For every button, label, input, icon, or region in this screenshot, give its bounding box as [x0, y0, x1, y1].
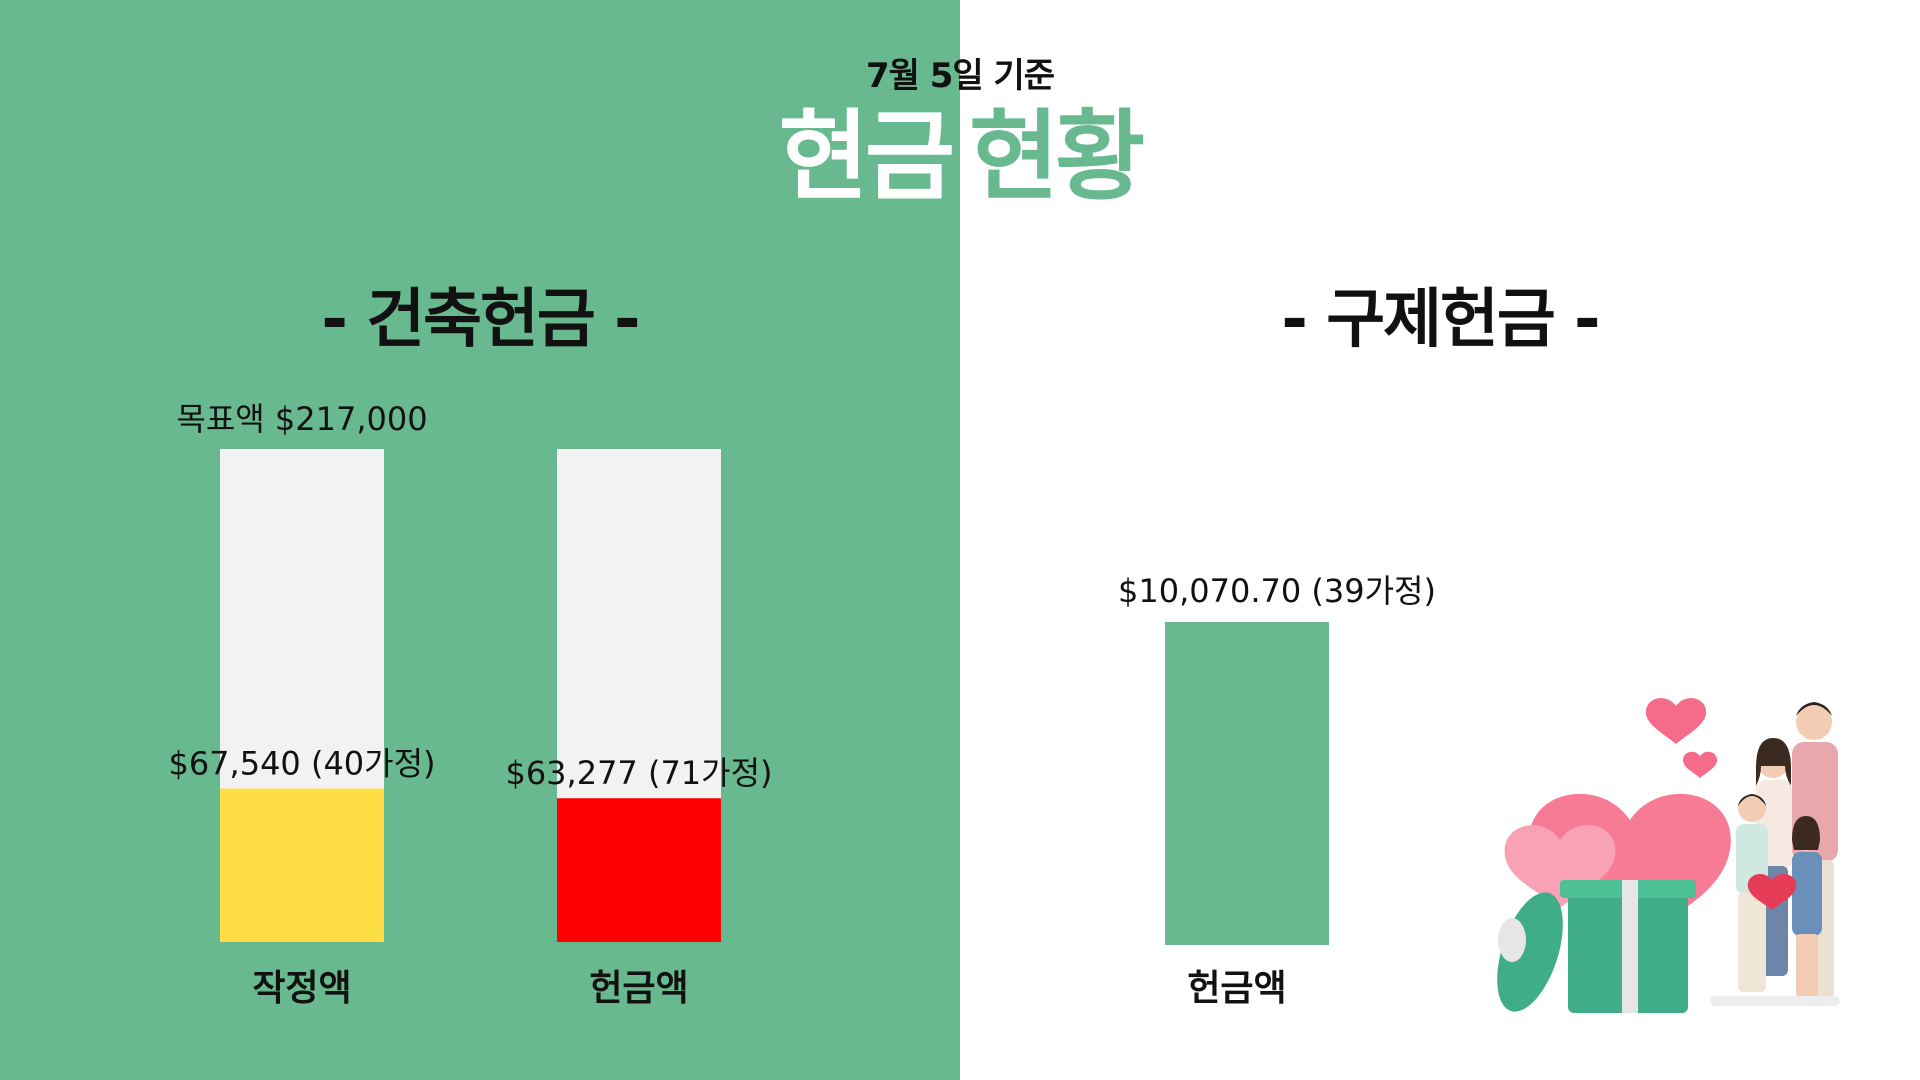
left-panel-background: [0, 0, 960, 1080]
bar-fill-1: [557, 798, 721, 942]
building-offering-chart: $67,540 (40가정) 작정액 $63,277 (71가정) 헌금액 목표액 $2…: [168, 400, 772, 1009]
small-heart-icon: [1645, 698, 1707, 744]
bar-fill-0: [220, 788, 384, 942]
boy-pants: [1738, 892, 1766, 992]
family-gift-illustration: [1497, 698, 1840, 1013]
gift-ribbon: [1622, 880, 1638, 1013]
father-hair: [1796, 702, 1832, 716]
gift-lid-bow: [1498, 918, 1526, 962]
girl-dress: [1792, 852, 1822, 936]
boy-head: [1738, 794, 1766, 822]
relief-bar: [1165, 622, 1329, 945]
girl-legs: [1796, 934, 1818, 996]
target-label: 목표액 $217,000: [176, 400, 427, 438]
relief-offering-chart: $10,070.70 (39가정) 헌금액: [1118, 572, 1436, 1009]
relief-category-label: 헌금액: [1187, 968, 1286, 1009]
held-heart-icon: [1747, 873, 1797, 910]
category-label-0: 작정액: [252, 968, 351, 1009]
page-title: 현금 현황: [0, 108, 1920, 206]
title-part-1: 현금: [778, 100, 955, 214]
girl-hair: [1792, 816, 1820, 850]
building-offering-title: - 건축헌금 -: [321, 283, 640, 357]
father-head: [1796, 704, 1832, 740]
relief-value-label: $10,070.70 (39가정): [1118, 572, 1436, 610]
mother-hair: [1756, 738, 1791, 786]
tiny-heart-icon: [1682, 751, 1718, 778]
category-label-1: 헌금액: [589, 968, 688, 1009]
relief-offering-title: - 구제헌금 -: [1281, 283, 1600, 357]
date-label: 7월 5일 기준: [865, 56, 1055, 96]
boy-hair: [1738, 794, 1766, 806]
title-part-2: 현황: [969, 100, 1145, 214]
value-label-0: $67,540 (40가정): [168, 745, 435, 783]
value-label-1: $63,277 (71가정): [505, 754, 772, 792]
shoes: [1710, 996, 1840, 1006]
